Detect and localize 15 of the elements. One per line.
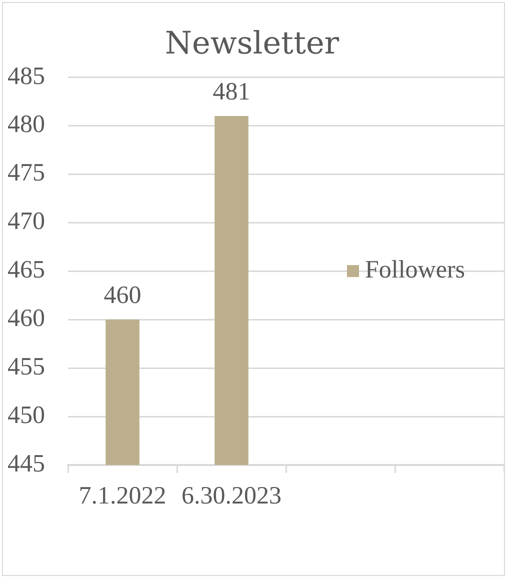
y-tick-label: 485 bbox=[8, 62, 45, 90]
y-tick-label: 465 bbox=[8, 256, 45, 284]
legend-label: Followers bbox=[365, 256, 465, 284]
data-label: 481 bbox=[212, 78, 250, 106]
y-tick-label: 455 bbox=[8, 354, 45, 381]
chart-title: Newsletter bbox=[164, 26, 340, 62]
y-tick-label: 445 bbox=[8, 450, 45, 478]
y-tick-label: 480 bbox=[8, 111, 45, 138]
y-tick-label: 470 bbox=[8, 208, 45, 236]
data-label: 460 bbox=[104, 282, 142, 310]
y-tick-label: 475 bbox=[8, 160, 45, 187]
y-tick-label: 460 bbox=[8, 305, 45, 332]
x-tick-label: 6.30.2023 bbox=[182, 482, 282, 510]
x-tick-label: 7.1.2022 bbox=[78, 482, 166, 510]
y-tick-label: 450 bbox=[8, 402, 45, 430]
